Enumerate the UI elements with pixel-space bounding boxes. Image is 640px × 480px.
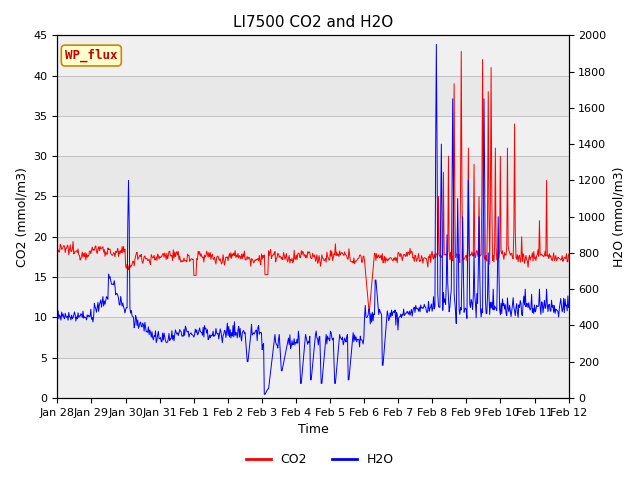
Title: LI7500 CO2 and H2O: LI7500 CO2 and H2O	[233, 15, 393, 30]
Bar	[58, 116, 568, 156]
Y-axis label: CO2 (mmol/m3): CO2 (mmol/m3)	[15, 167, 28, 266]
Bar	[58, 358, 568, 398]
X-axis label: Time: Time	[298, 423, 328, 436]
Bar	[58, 36, 568, 76]
Bar	[58, 277, 568, 317]
Text: WP_flux: WP_flux	[65, 49, 118, 62]
Y-axis label: H2O (mmol/m3): H2O (mmol/m3)	[612, 167, 625, 267]
Legend: CO2, H2O: CO2, H2O	[241, 448, 399, 471]
Bar	[58, 196, 568, 237]
